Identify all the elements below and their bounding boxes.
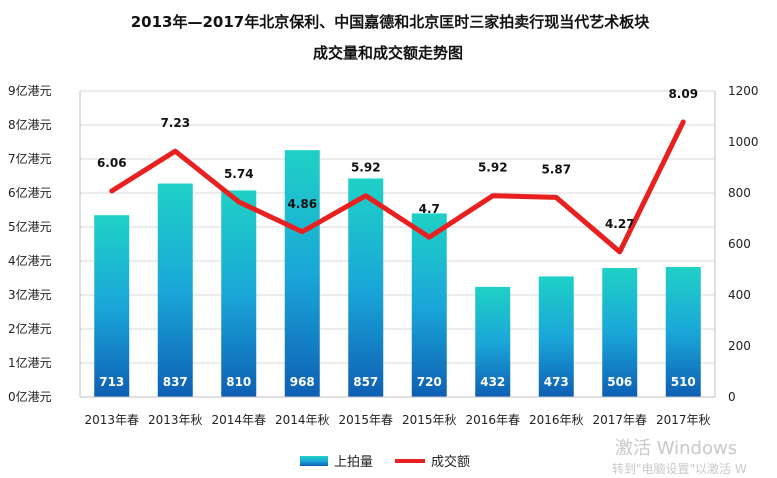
y-left-tick-label: 1亿港元 (8, 355, 52, 370)
bar (348, 178, 384, 397)
bar-data-label: 810 (226, 375, 251, 389)
bar-data-label: 510 (671, 375, 696, 389)
line-data-label: 4.27 (605, 217, 635, 231)
watermark-title: 激活 Windows (615, 438, 737, 459)
x-tick-label: 2015年秋 (402, 413, 457, 427)
y-right-tick-label: 800 (728, 186, 751, 200)
line-data-label: 5.92 (478, 161, 508, 175)
y-right-tick-label: 200 (728, 339, 751, 353)
y-left-tick-label: 2亿港元 (8, 321, 52, 336)
bar-data-label: 473 (544, 375, 569, 389)
y-left-tick-label: 0亿港元 (8, 389, 52, 404)
y-left-tick-label: 8亿港元 (8, 117, 52, 132)
bar (284, 150, 320, 397)
line-data-label: 4.86 (287, 197, 317, 211)
y-right-tick-label: 1000 (728, 135, 759, 149)
bar (157, 183, 193, 397)
x-tick-label: 2014年秋 (275, 413, 330, 427)
line-data-label: 5.74 (224, 167, 254, 181)
legend-bar-swatch (300, 456, 328, 466)
bar (665, 266, 701, 397)
y-left-tick-label: 9亿港元 (8, 83, 52, 98)
y-left-tick-label: 3亿港元 (8, 287, 52, 302)
x-tick-label: 2016年秋 (529, 413, 584, 427)
watermark-subtitle: 转到"电脑设置"以激活 W (612, 461, 747, 476)
line-data-label: 5.92 (351, 161, 381, 175)
y-left-tick-label: 7亿港元 (8, 151, 52, 166)
x-tick-label: 2017年秋 (656, 413, 711, 427)
line-path (109, 119, 686, 255)
bar (602, 267, 638, 397)
bar (221, 190, 257, 397)
legend: 上拍量 成交额 (300, 454, 470, 470)
bar-series: 713 837 810 968 857 720 432 473 506 510 (94, 150, 701, 397)
x-tick-label: 2016年春 (465, 413, 520, 427)
line-data-label: 5.87 (541, 162, 571, 176)
x-tick-label: 2014年春 (211, 413, 266, 427)
x-tick-label: 2013年春 (84, 413, 139, 427)
bar-data-label: 713 (99, 375, 124, 389)
bar (94, 215, 130, 397)
y-left-tick-label: 5亿港元 (8, 219, 52, 234)
legend-line-label: 成交额 (431, 454, 470, 470)
x-tick-label: 2013年秋 (148, 413, 203, 427)
bar (538, 276, 574, 397)
bar (475, 286, 511, 397)
legend-bar-label: 上拍量 (334, 455, 373, 470)
bar-data-label: 857 (353, 375, 378, 389)
bar-data-label: 720 (417, 375, 442, 389)
x-tick-label: 2015年春 (338, 413, 393, 427)
line-data-label: 6.06 (97, 156, 127, 170)
chart-title: 2013年—2017年北京保利、中国嘉德和北京匡时三家拍卖行现当代艺术板块 (131, 13, 650, 31)
y-left-tick-label: 6亿港元 (8, 185, 52, 200)
y-right-tick-label: 600 (728, 237, 751, 251)
bar-data-label: 837 (163, 375, 188, 389)
y-left-tick-label: 4亿港元 (8, 253, 52, 268)
line-data-label: 4.7 (419, 202, 440, 216)
x-tick-label: 2017年春 (592, 413, 647, 427)
bar-data-label: 968 (290, 375, 315, 389)
line-data-label: 7.23 (160, 116, 190, 130)
bar-data-label: 432 (480, 375, 505, 389)
bar (411, 213, 447, 397)
bar-data-label: 506 (607, 375, 632, 389)
axes: 0亿港元 1亿港元 2亿港元 3亿港元 4亿港元 5亿港元 6亿港元 7亿港元 8亿港元 9亿港元… (8, 83, 759, 427)
y-right-tick-label: 1200 (728, 84, 759, 98)
y-right-tick-label: 0 (728, 390, 736, 404)
chart-subtitle: 成交量和成交额走势图 (313, 44, 463, 62)
line-series: 6.06 7.23 5.74 4.86 5.92 4.7 5.92 5.87 4.27 8.09 (97, 87, 698, 255)
line-data-label: 8.09 (668, 87, 698, 101)
y-right-tick-label: 400 (728, 288, 751, 302)
